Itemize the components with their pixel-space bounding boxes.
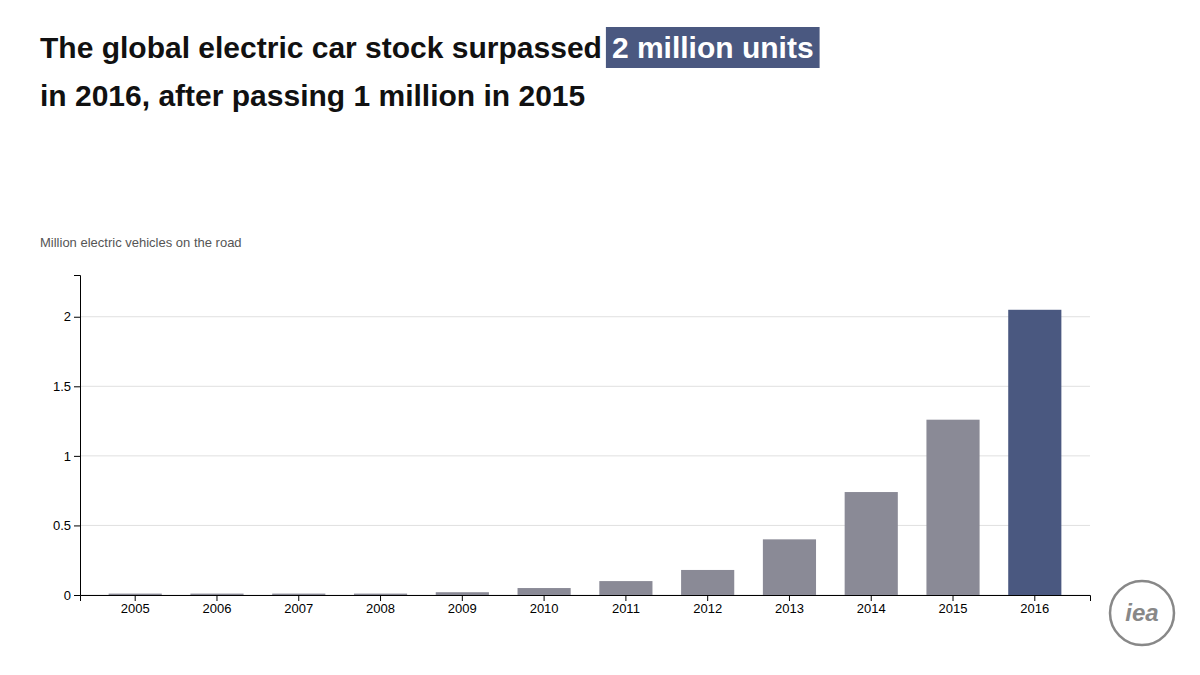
title-highlight-text: 2 million units bbox=[612, 31, 814, 64]
x-tick-label: 2016 bbox=[1020, 601, 1049, 616]
y-tick: 2 bbox=[64, 309, 80, 324]
x-tick-mark bbox=[625, 595, 626, 601]
x-tick-label: 2010 bbox=[530, 601, 559, 616]
title-highlight: 2 million units bbox=[606, 27, 820, 68]
bar bbox=[926, 420, 979, 595]
x-tick: 2011 bbox=[612, 595, 640, 616]
x-tick-mark bbox=[462, 595, 463, 601]
x-tick-mark bbox=[298, 595, 299, 601]
y-tick-mark bbox=[74, 456, 80, 457]
x-tick: 2008 bbox=[366, 595, 395, 616]
title: The global electric car stock surpassed bbox=[40, 31, 602, 64]
x-tick-mark bbox=[216, 595, 217, 601]
x-axis-line bbox=[81, 596, 1091, 602]
bars bbox=[109, 310, 1062, 595]
grid bbox=[80, 317, 1090, 595]
y-axis-line bbox=[74, 276, 81, 596]
y-axis: 0 0.5 1 1.5 2 bbox=[53, 276, 81, 603]
x-tick-label: 2005 bbox=[121, 601, 150, 616]
bar bbox=[763, 539, 816, 595]
x-tick-label: 2015 bbox=[939, 601, 968, 616]
y-tick-label: 2 bbox=[64, 309, 71, 324]
x-tick: 2010 bbox=[530, 595, 559, 616]
bar bbox=[845, 492, 898, 595]
x-tick-label: 2008 bbox=[366, 601, 395, 616]
x-tick: 2007 bbox=[284, 595, 313, 616]
grid-line bbox=[80, 386, 1090, 387]
x-tick-mark bbox=[135, 595, 136, 601]
x-tick: 2014 bbox=[857, 595, 886, 616]
x-tick: 2016 bbox=[1020, 595, 1049, 616]
y-tick-label: 1 bbox=[64, 449, 71, 464]
x-tick-label: 2007 bbox=[284, 601, 313, 616]
x-tick-mark bbox=[789, 595, 790, 601]
bar bbox=[354, 594, 407, 595]
x-tick-label: 2009 bbox=[448, 601, 477, 616]
y-axis-title: Million electric vehicles on the road bbox=[40, 235, 242, 250]
bar bbox=[190, 594, 243, 595]
y-tick-label: 0.5 bbox=[53, 518, 71, 533]
title-highlight-box bbox=[606, 27, 820, 68]
x-tick-mark bbox=[953, 595, 954, 601]
x-tick: 2009 bbox=[448, 595, 477, 616]
logo-text: iea bbox=[1125, 599, 1158, 626]
x-tick-label: 2006 bbox=[203, 601, 232, 616]
x-tick-mark bbox=[1034, 595, 1035, 601]
x-tick-mark bbox=[380, 595, 381, 601]
x-tick-label: 2011 bbox=[612, 601, 640, 616]
x-tick-mark bbox=[544, 595, 545, 601]
bar bbox=[1008, 310, 1061, 595]
bar bbox=[681, 570, 734, 595]
x-tick: 2012 bbox=[693, 595, 722, 616]
subtitle: in 2016, after passing 1 million in 2015 bbox=[40, 79, 585, 112]
y-tick-mark bbox=[74, 525, 80, 526]
grid-line bbox=[80, 316, 1090, 317]
plot: 2005 2006 2007 2008 2009 2010 2011 2012 2013 2014… bbox=[53, 276, 1091, 617]
x-tick-mark bbox=[707, 595, 708, 601]
y-tick: 0.5 bbox=[53, 518, 80, 533]
x-tick: 2015 bbox=[939, 595, 968, 616]
bar bbox=[518, 588, 571, 595]
x-tick: 2005 bbox=[121, 595, 150, 616]
x-tick-mark bbox=[871, 595, 872, 601]
x-tick-label: 2013 bbox=[775, 601, 804, 616]
bar bbox=[436, 592, 489, 595]
x-tick: 2006 bbox=[203, 595, 232, 616]
x-tick: 2013 bbox=[775, 595, 804, 616]
bar bbox=[599, 581, 652, 595]
x-axis: 2005 2006 2007 2008 2009 2010 2011 2012 2013 2014… bbox=[81, 595, 1091, 616]
y-tick: 1.5 bbox=[53, 379, 80, 394]
y-tick: 0 bbox=[64, 588, 80, 603]
x-tick-label: 2012 bbox=[693, 601, 722, 616]
y-tick-mark bbox=[74, 317, 80, 318]
y-tick-label: 0 bbox=[64, 588, 71, 603]
chart-root: The global electric car stock surpassed 2… bbox=[0, 0, 1200, 675]
x-tick-label: 2014 bbox=[857, 601, 886, 616]
logo-circle bbox=[1110, 581, 1174, 645]
y-tick: 1 bbox=[64, 449, 80, 464]
bar bbox=[109, 594, 162, 595]
bar bbox=[272, 594, 325, 595]
y-tick-mark bbox=[74, 595, 80, 596]
y-tick-mark bbox=[74, 386, 80, 387]
logo: iea bbox=[1110, 581, 1174, 645]
y-tick-label: 1.5 bbox=[53, 379, 71, 394]
